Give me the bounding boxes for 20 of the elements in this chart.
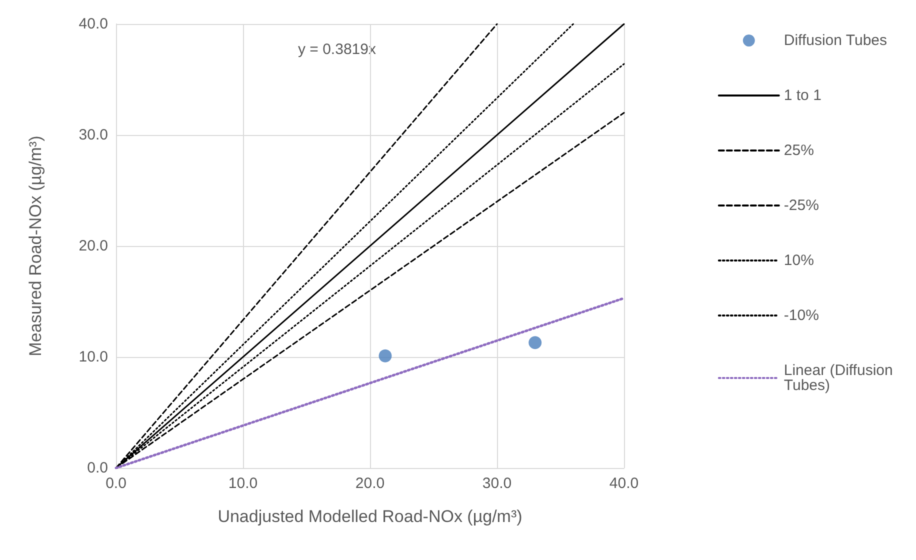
y-tick-label: 10.0 [78, 348, 108, 366]
x-tick-label: 40.0 [609, 475, 639, 492]
y-axis-title: Measured Road-NOx (µg/m³) [26, 136, 45, 356]
y-tick-label: 30.0 [78, 126, 108, 144]
y-tick-label: 0.0 [87, 460, 108, 476]
legend-label: 10% [784, 252, 814, 269]
legend-label: 1 to 1 [784, 87, 822, 104]
legend-label: Diffusion Tubes [784, 32, 888, 49]
x-tick-label: 20.0 [355, 475, 385, 492]
legend-label: -10% [784, 307, 819, 324]
x-tick-label: 0.0 [106, 475, 126, 492]
x-tick-label: 30.0 [482, 475, 512, 492]
y-tick-label: 20.0 [78, 238, 108, 254]
x-axis-title: Unadjusted Modelled Road-NOx (µg/m³) [218, 507, 522, 526]
annotation: y = 0.3819x [298, 41, 376, 58]
legend-label: -25% [784, 197, 819, 214]
legend-label: 25% [784, 142, 814, 159]
legend-label: Linear (Diffusion Tubes) [784, 362, 898, 394]
x-tick-label: 10.0 [228, 475, 258, 492]
y-tick-label: 40.0 [78, 16, 108, 32]
